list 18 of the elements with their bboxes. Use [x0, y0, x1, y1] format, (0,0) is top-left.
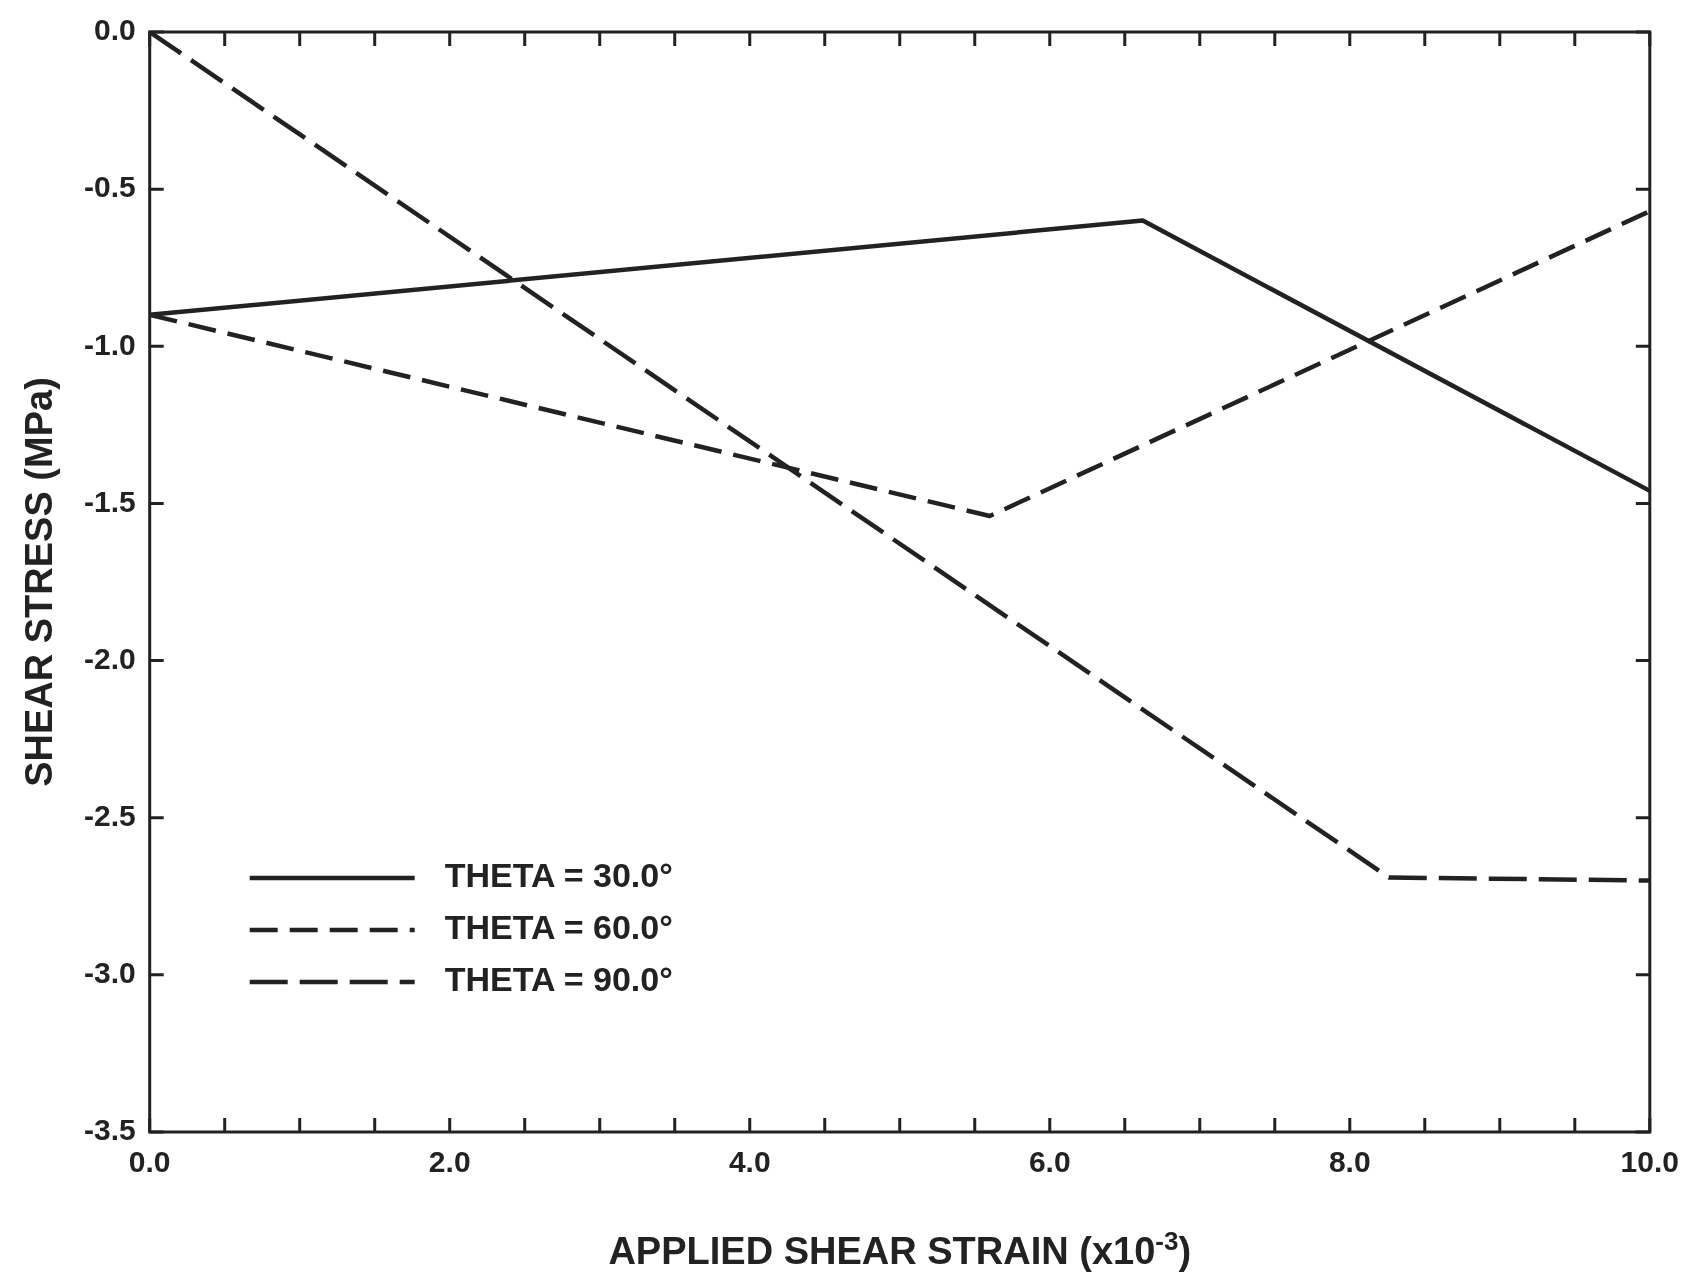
legend-label: THETA = 90.0° — [444, 960, 673, 999]
legend-label: THETA = 60.0° — [444, 908, 673, 947]
x-tick-label: 4.0 — [728, 1145, 771, 1179]
y-tick-label: -2.0 — [83, 641, 136, 675]
y-axis-title: SHEAR STRESS (MPa) — [18, 377, 60, 787]
y-tick-label: -1.0 — [83, 327, 136, 361]
x-tick-label: 2.0 — [428, 1145, 471, 1179]
y-tick-label: -3.5 — [83, 1113, 136, 1147]
x-tick-label: 8.0 — [1328, 1145, 1371, 1179]
y-tick-label: -1.5 — [83, 484, 136, 518]
legend-label: THETA = 30.0° — [444, 856, 673, 895]
y-tick-label: -2.5 — [83, 798, 136, 832]
x-tick-label: 10.0 — [1620, 1145, 1679, 1179]
y-tick-label: -0.5 — [83, 170, 136, 204]
x-tick-label: 0.0 — [128, 1145, 171, 1179]
x-tick-label: 6.0 — [1028, 1145, 1071, 1179]
y-tick-label: 0.0 — [93, 13, 136, 47]
y-tick-label: -3.0 — [83, 956, 136, 990]
